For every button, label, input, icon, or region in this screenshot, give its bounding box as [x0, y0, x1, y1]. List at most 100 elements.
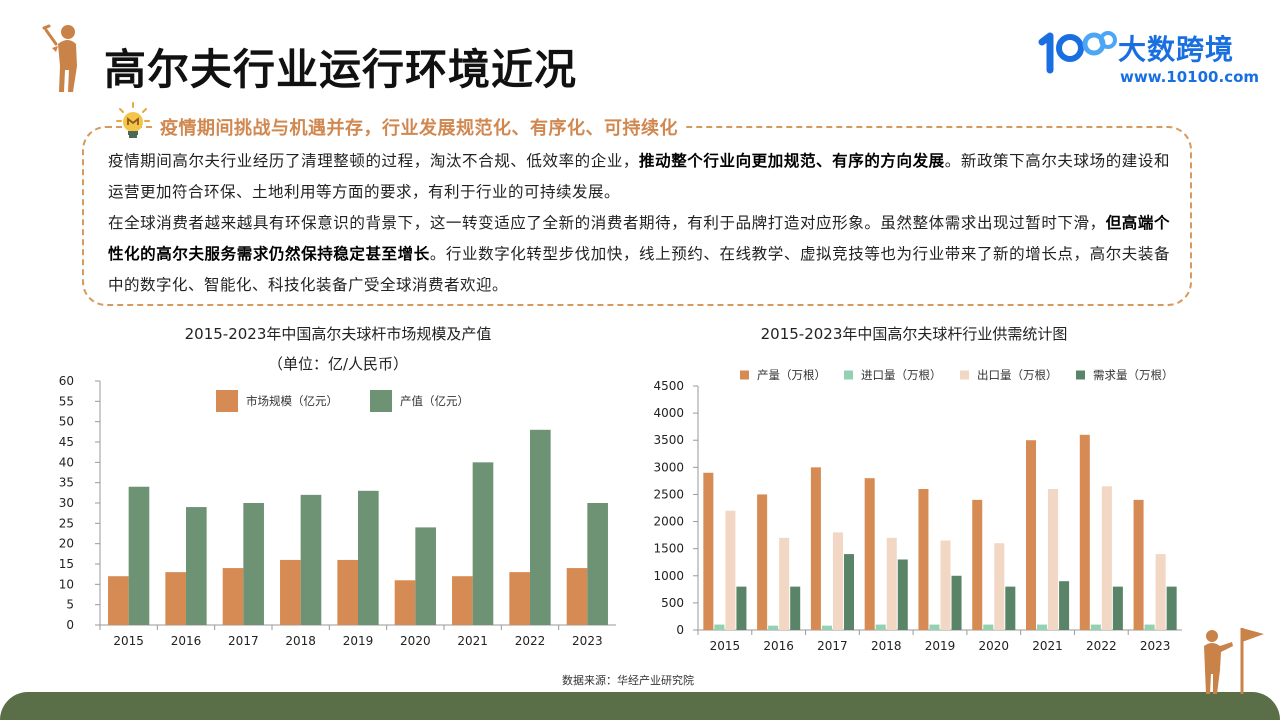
golfer-icon	[42, 24, 77, 92]
legend-swatch	[370, 390, 392, 412]
bar-2	[243, 503, 264, 625]
data-source: 数据来源：华经产业研究院	[562, 674, 694, 687]
summary-text: 疫情期间高尔夫行业经历了清理整顿的过程，淘汰不合规、低效率的企业，	[108, 152, 640, 170]
x-tick-label: 2022	[1086, 639, 1117, 653]
y-tick-label: 2500	[653, 487, 684, 501]
bar-1	[337, 559, 358, 625]
bar-2	[300, 494, 322, 625]
bar-3	[1048, 489, 1059, 630]
legend-label: 产量（万根）	[757, 368, 826, 382]
y-tick-label: 3000	[653, 460, 684, 474]
bar-2	[415, 527, 436, 625]
x-tick-label: 2017	[817, 639, 848, 653]
x-tick-label: 2022	[515, 634, 546, 648]
y-tick-label: 55	[59, 394, 74, 408]
summary-text: 在全球消费者越来越具有环保意识的背景下，这一转变适应了全新的消费者期待，有利于品…	[108, 214, 1106, 232]
bar-1	[972, 499, 983, 630]
bar-4	[1005, 586, 1016, 630]
summary-paragraph-1: 疫情期间高尔夫行业经历了清理整顿的过程，淘汰不合规、低效率的企业，推动整个行业向…	[108, 146, 1170, 208]
bar-2	[983, 624, 994, 630]
bar-1	[222, 568, 244, 625]
supply-demand-chart: 2015-2023年中国高尔夫球杆行业供需统计图 0 500 1000 1500 2000…	[650, 318, 1210, 658]
y-tick-label: 50	[59, 415, 74, 429]
bar-3	[994, 543, 1005, 630]
bar-2	[1037, 624, 1048, 630]
bar-1	[864, 478, 875, 630]
logo-name: 大数跨境	[1118, 33, 1235, 66]
legend-label: 需求量（万根）	[1093, 368, 1174, 382]
summary-paragraph-2: 在全球消费者越来越具有环保意识的背景下，这一转变适应了全新的消费者期待，有利于品…	[108, 208, 1170, 301]
summary-heading: 疫情期间挑战与机遇并存，行业发展规范化、有序化、可持续化	[154, 114, 684, 140]
bar-1	[394, 580, 416, 625]
bar-2	[472, 462, 494, 625]
bar-1	[1026, 440, 1037, 630]
footer-band	[0, 692, 1280, 720]
bar-4	[1166, 586, 1177, 630]
x-tick-label: 2016	[171, 634, 202, 648]
y-tick-label: 0	[676, 623, 684, 637]
x-tick-label: 2021	[457, 634, 488, 648]
y-tick-label: 3500	[653, 433, 684, 447]
bar-2	[358, 490, 379, 625]
y-tick-label: 5	[66, 598, 74, 612]
bar-3	[1101, 486, 1112, 630]
bar-1	[566, 568, 588, 625]
x-tick-label: 2016	[763, 639, 794, 653]
summary-text: 。新政策下高尔夫球场的建设和运营更加符合环保、土地利用等方面的要求，有利于行业的…	[108, 152, 1170, 201]
x-tick-label: 2015	[113, 634, 144, 648]
bar-3	[886, 537, 897, 630]
x-tick-label: 2018	[871, 639, 902, 653]
bar-2	[875, 624, 886, 630]
y-tick-label: 30	[59, 496, 74, 510]
y-tick-label: 45	[59, 435, 74, 449]
legend-label: 进口量（万根）	[861, 368, 942, 382]
bar-2	[929, 624, 940, 630]
logo-url: www.10100.com	[1120, 68, 1260, 86]
bar-4	[843, 554, 854, 630]
bar-4	[736, 586, 747, 630]
legend-swatch	[960, 370, 969, 380]
bar-3	[1155, 554, 1166, 630]
bar-3	[832, 532, 843, 630]
y-tick-label: 1000	[653, 569, 684, 583]
bar-2	[587, 503, 608, 625]
legend-label: 市场规模（亿元）	[246, 394, 338, 408]
bar-2	[768, 625, 779, 630]
x-tick-label: 2023	[1140, 639, 1171, 653]
legend-label: 出口量（万根）	[977, 368, 1058, 382]
bar-1	[280, 559, 301, 625]
bar-1	[165, 572, 186, 625]
legend-swatch	[216, 390, 238, 412]
x-tick-label: 2020	[400, 634, 431, 648]
bar-1	[452, 576, 473, 625]
bar-1	[108, 576, 129, 625]
lightbulb-icon	[116, 102, 150, 138]
bar-3	[779, 537, 790, 630]
y-tick-label: 4000	[653, 406, 684, 420]
bar-1	[1133, 499, 1144, 630]
bar-1	[810, 467, 821, 630]
y-tick-label: 15	[59, 557, 74, 571]
bar-2	[714, 624, 725, 630]
summary-text: 。行业数字化转型步伐加快，线上预约、在线教学、虚拟竞技等也为行业带来了新的增长点…	[108, 245, 1170, 294]
x-tick-label: 2015	[710, 639, 741, 653]
y-tick-label: 35	[59, 476, 74, 490]
bar-1	[757, 494, 768, 630]
bar-4	[1059, 581, 1070, 630]
y-tick-label: 40	[59, 455, 74, 469]
flag-golfer-icon	[1204, 628, 1264, 694]
page-title: 高尔夫行业运行环境近况	[104, 45, 578, 94]
chart-title: 2015-2023年中国高尔夫球杆行业供需统计图	[761, 325, 1068, 343]
bar-2	[1144, 624, 1155, 630]
bar-1	[509, 572, 530, 625]
x-tick-label: 2023	[572, 634, 603, 648]
bar-2	[1090, 624, 1101, 630]
legend-label: 产值（亿元）	[400, 394, 469, 408]
bar-2	[128, 486, 150, 625]
x-tick-label: 2019	[343, 634, 374, 648]
y-tick-label: 60	[59, 374, 74, 388]
y-tick-label: 1500	[653, 542, 684, 556]
bar-1	[918, 489, 929, 630]
bar-4	[790, 586, 801, 630]
summary-emphasis: 推动整个行业向更加规范、有序的方向发展	[639, 152, 945, 170]
